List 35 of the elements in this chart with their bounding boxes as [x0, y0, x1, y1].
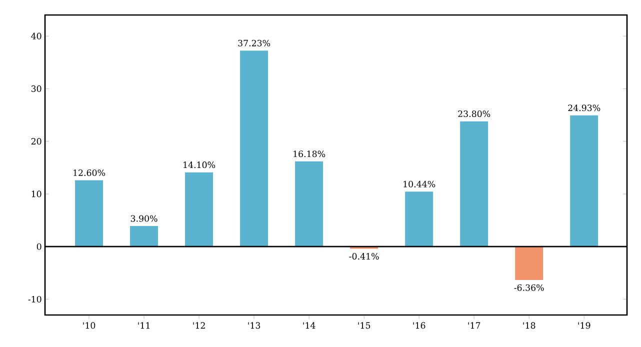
y-tick-label: 20	[31, 138, 42, 145]
x-tick-label: '14	[303, 322, 316, 329]
bar	[295, 161, 324, 247]
y-tick-label: 0	[36, 243, 42, 250]
x-tick-label: '18	[523, 322, 536, 329]
y-tick-label: -10	[28, 296, 42, 302]
data-label: 10.44%	[404, 180, 436, 188]
bar	[75, 180, 104, 247]
x-tick-label: '13	[248, 322, 260, 329]
x-tick-label: '16	[413, 322, 426, 329]
bar	[240, 50, 268, 247]
data-label: 23.80%	[458, 110, 490, 118]
x-tick-label: '15	[358, 322, 370, 329]
y-tick-label: 10	[32, 190, 42, 198]
bar	[515, 246, 544, 280]
data-label: 12.60%	[74, 169, 106, 176]
data-label: 37.23%	[238, 40, 270, 46]
y-tick-label: 40	[31, 32, 42, 40]
bar	[570, 115, 598, 247]
x-tick-label: '17	[468, 322, 480, 329]
data-label: 16.18%	[294, 150, 326, 158]
bar	[130, 226, 158, 247]
data-label: -0.41%	[349, 253, 379, 260]
x-tick-label: '12	[193, 322, 205, 329]
bar	[460, 121, 488, 247]
bar	[405, 192, 434, 247]
x-tick-label: '19	[578, 322, 590, 329]
bar	[185, 172, 214, 247]
data-label: 24.93%	[568, 104, 600, 112]
x-tick-label: '11	[138, 322, 150, 329]
x-tick-label: '10	[83, 322, 96, 329]
data-label: 14.10%	[184, 162, 216, 168]
data-label: -6.36%	[514, 284, 544, 291]
data-label: 3.90%	[130, 215, 158, 222]
y-tick-label: 30	[31, 85, 42, 92]
